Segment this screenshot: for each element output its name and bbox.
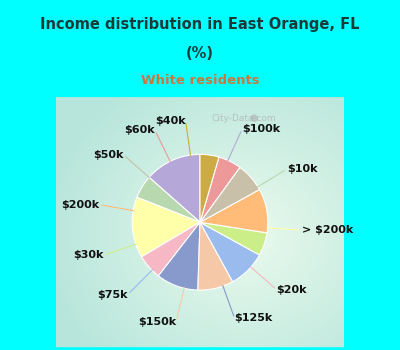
Text: $200k: $200k <box>61 200 99 210</box>
Text: $60k: $60k <box>124 125 155 135</box>
Text: $40k: $40k <box>155 116 186 126</box>
Wedge shape <box>200 157 240 222</box>
Wedge shape <box>200 167 260 222</box>
Text: $125k: $125k <box>235 313 273 323</box>
Text: (%): (%) <box>186 46 214 61</box>
Text: $100k: $100k <box>242 124 280 134</box>
Wedge shape <box>198 222 233 290</box>
Text: $30k: $30k <box>73 250 103 260</box>
Wedge shape <box>142 222 200 276</box>
Text: $20k: $20k <box>277 285 307 295</box>
Text: $50k: $50k <box>93 150 123 160</box>
Wedge shape <box>200 190 268 233</box>
Text: Income distribution in East Orange, FL: Income distribution in East Orange, FL <box>40 18 360 33</box>
Wedge shape <box>200 222 267 255</box>
Text: $150k: $150k <box>138 317 176 327</box>
Text: ●: ● <box>250 113 258 123</box>
Text: City-Data.com: City-Data.com <box>211 114 276 124</box>
Wedge shape <box>137 177 200 222</box>
Text: $75k: $75k <box>97 289 128 300</box>
Text: White residents: White residents <box>141 74 259 86</box>
Text: $10k: $10k <box>287 164 318 174</box>
Wedge shape <box>132 197 200 257</box>
Wedge shape <box>158 222 200 290</box>
Wedge shape <box>149 154 200 222</box>
Text: > $200k: > $200k <box>302 225 353 235</box>
Wedge shape <box>200 222 260 282</box>
Wedge shape <box>200 154 219 222</box>
